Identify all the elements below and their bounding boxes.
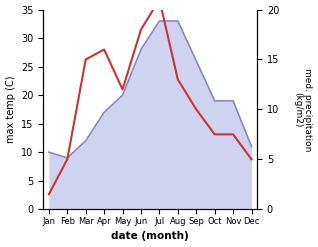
Y-axis label: max temp (C): max temp (C) xyxy=(5,76,16,143)
Y-axis label: med. precipitation
(kg/m2): med. precipitation (kg/m2) xyxy=(293,68,313,151)
X-axis label: date (month): date (month) xyxy=(111,231,189,242)
